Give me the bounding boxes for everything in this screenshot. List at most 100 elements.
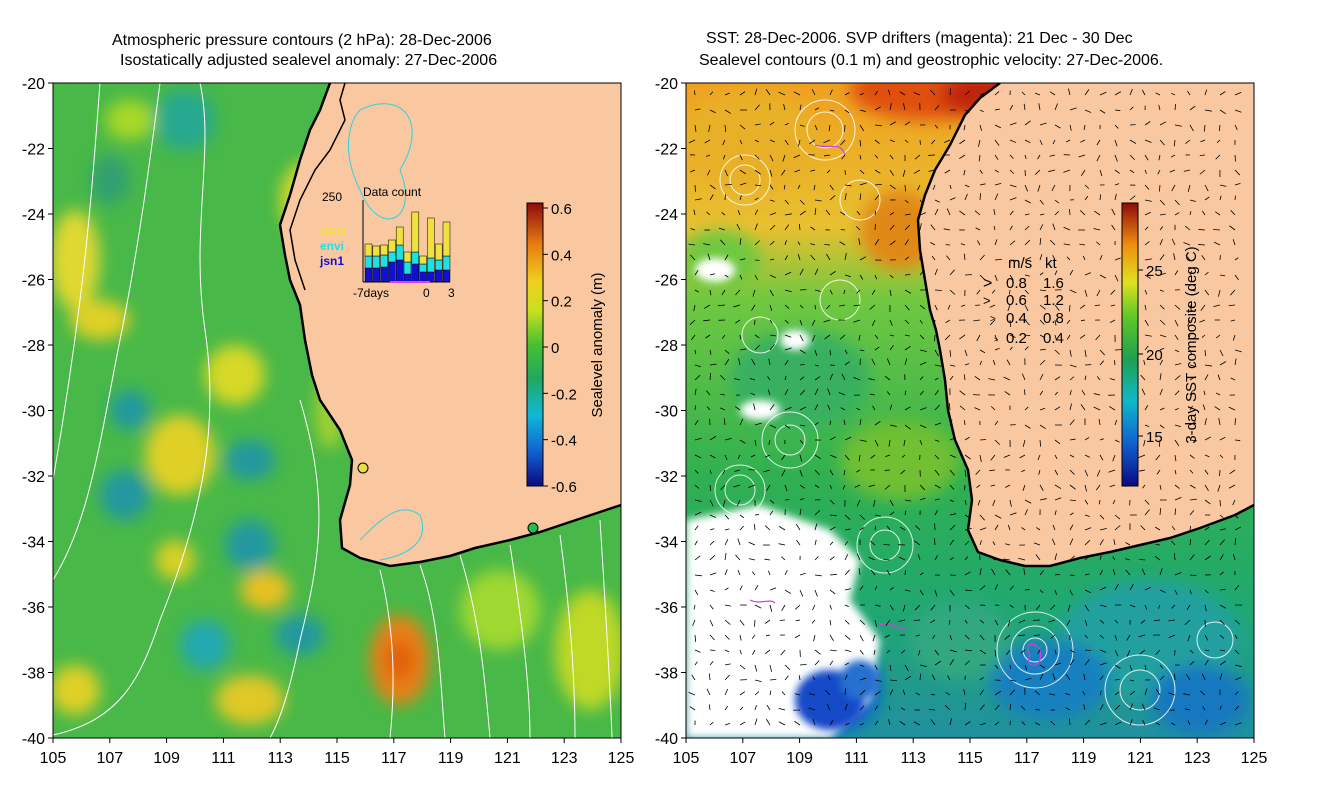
velocity-vector (1170, 154, 1176, 158)
velocity-vector (784, 240, 787, 246)
velocity-vector (797, 184, 801, 189)
velocity-vector (1213, 241, 1221, 246)
velocity-vector (1189, 554, 1195, 561)
velocity-vector (1096, 289, 1101, 297)
velocity-vector (1112, 454, 1116, 462)
velocity-vector (859, 514, 865, 520)
velocity-vector (784, 213, 792, 216)
velocity-vector (889, 334, 894, 337)
velocity-vector (904, 256, 910, 261)
velocity-vector (751, 571, 756, 576)
velocity-vector (1126, 649, 1131, 657)
velocity-vector (694, 269, 699, 276)
velocity-vector (1024, 406, 1029, 411)
velocity-vector (994, 664, 999, 669)
velocity-vector (1039, 224, 1044, 231)
velocity-vector (709, 469, 712, 474)
velocity-vector (898, 556, 906, 561)
velocity-vector (694, 469, 699, 474)
velocity-vector (991, 568, 996, 576)
velocity-vector (738, 358, 741, 366)
velocity-vector (844, 349, 848, 354)
velocity-vector (1035, 604, 1041, 611)
velocity-vector (709, 604, 714, 610)
right-y-tick-label: -28 (655, 338, 678, 355)
velocity-vector (1009, 104, 1014, 111)
velocity-vector (799, 104, 802, 111)
velocity-vector (947, 304, 951, 310)
velocity-vector (929, 89, 936, 96)
velocity-vector (1114, 109, 1121, 111)
velocity-vector (889, 154, 894, 160)
right-title-line1: SST: 28-Dec-2006. SVP drifters (magenta)… (706, 30, 1133, 47)
velocity-vector (874, 619, 878, 627)
velocity-vector (949, 184, 952, 190)
velocity-vector (1204, 539, 1210, 546)
velocity-vector (889, 274, 894, 279)
velocity-vector (1035, 709, 1041, 711)
velocity-vector (694, 198, 702, 201)
velocity-vector (1069, 589, 1073, 596)
velocity-vector (793, 91, 801, 96)
velocity-vector (1054, 334, 1057, 340)
velocity-vector (724, 688, 729, 696)
velocity-vector (930, 619, 936, 624)
velocity-vector (1024, 389, 1026, 396)
velocity-vector (769, 184, 774, 190)
velocity-vector (1024, 289, 1029, 295)
velocity-vector (979, 514, 985, 521)
velocity-vector (994, 721, 1000, 726)
velocity-vector (1093, 406, 1101, 411)
velocity-vector (859, 723, 864, 726)
velocity-vector (1142, 484, 1146, 489)
sla-tick: 0.4 (551, 247, 572, 264)
velocity-vector (1155, 454, 1161, 461)
velocity-vector (1198, 229, 1206, 231)
velocity-vector (1187, 90, 1191, 96)
velocity-vector (949, 499, 954, 503)
velocity-vector (945, 692, 951, 696)
velocity-vector (1174, 497, 1182, 501)
velocity-vector (767, 389, 771, 396)
velocity-vector (1039, 390, 1044, 396)
velocity-vector (784, 424, 791, 429)
velocity-vector (769, 224, 776, 231)
speed-row-ms: 0.2 (1006, 330, 1027, 347)
velocity-vector (754, 88, 758, 96)
right-y-tick-label: -22 (655, 142, 678, 159)
velocity-vector (1054, 210, 1059, 216)
velocity-vector (748, 484, 756, 488)
velocity-vector (1111, 208, 1116, 216)
velocity-vector (1024, 509, 1028, 516)
velocity-vector (974, 407, 981, 411)
left-y-tick-label: -20 (22, 76, 45, 93)
velocity-vector (1174, 572, 1182, 576)
speed-row-kt: 0.8 (1043, 310, 1064, 327)
velocity-vector (724, 183, 732, 186)
velocity-vector (1099, 109, 1106, 114)
velocity-vector (859, 256, 867, 261)
velocity-vector (859, 527, 865, 531)
velocity-vector (829, 349, 831, 356)
velocity-vector (1099, 514, 1105, 520)
velocity-vector (1023, 103, 1026, 111)
velocity-vector (721, 334, 726, 339)
velocity-vector (754, 274, 758, 281)
velocity-vector (1021, 91, 1026, 96)
velocity-vector (784, 304, 790, 309)
velocity-vector (919, 319, 923, 324)
velocity-vector (889, 664, 892, 672)
velocity-vector (1114, 583, 1119, 591)
velocity-vector (874, 106, 881, 111)
velocity-vector (1065, 139, 1071, 143)
velocity-vector (1024, 184, 1029, 192)
velocity-vector (1099, 704, 1104, 711)
velocity-vector (754, 169, 761, 175)
velocity-vector (919, 664, 927, 668)
velocity-vector (928, 169, 936, 172)
velocity-vector (694, 184, 696, 192)
inset-bar-segment (434, 243, 443, 261)
velocity-vector (1096, 469, 1101, 477)
velocity-vector (994, 439, 1001, 445)
velocity-vector (1157, 169, 1161, 175)
